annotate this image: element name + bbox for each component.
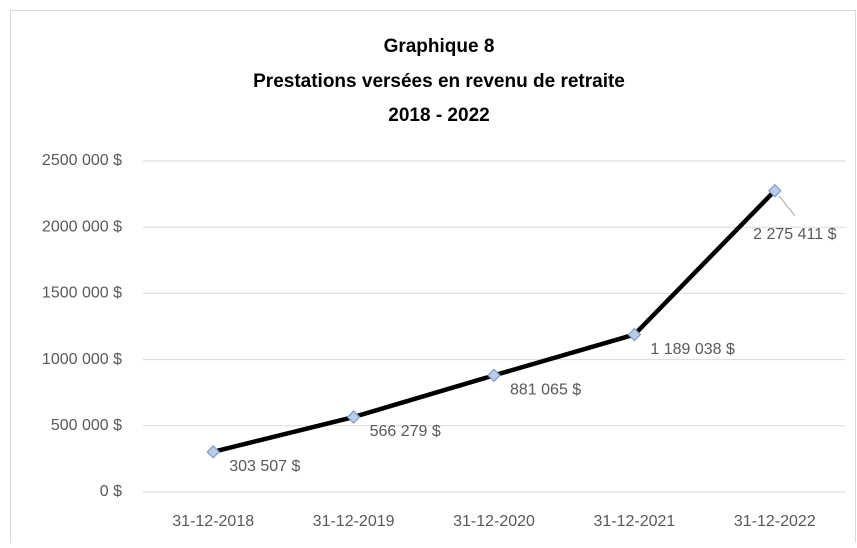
chart-title: 2018 - 2022 [388,105,489,126]
data-point [346,410,361,424]
x-tick-label: 31-12-2020 [453,513,535,530]
data-label: 1 189 038 $ [650,341,735,358]
data-point [206,444,221,459]
data-label: 881 065 $ [510,382,581,399]
y-tick-label: 1500 000 $ [42,285,122,302]
data-label: 2 275 411 $ [753,226,836,243]
x-tick-label: 31-12-2018 [172,513,254,530]
x-tick-label: 31-12-2021 [593,513,675,530]
y-tick-label: 500 000 $ [51,417,122,434]
x-tick-label: 31-12-2022 [734,513,816,530]
y-tick-label: 2500 000 $ [42,152,122,169]
data-point [487,368,501,383]
data-label: 566 279 $ [370,423,441,440]
leader-line [778,195,796,217]
x-tick-label: 31-12-2019 [313,513,395,530]
chart-title: Graphique 8 [384,36,495,57]
y-tick-label: 2000 000 $ [42,218,122,235]
chart-title: Prestations versées en revenu de retrait… [253,71,625,92]
y-tick-label: 0 $ [100,483,122,500]
data-point [627,327,642,342]
data-label: 303 507 $ [229,458,300,475]
y-tick-label: 1000 000 $ [42,351,122,368]
data-point [767,183,782,198]
chart-frame [10,10,856,548]
